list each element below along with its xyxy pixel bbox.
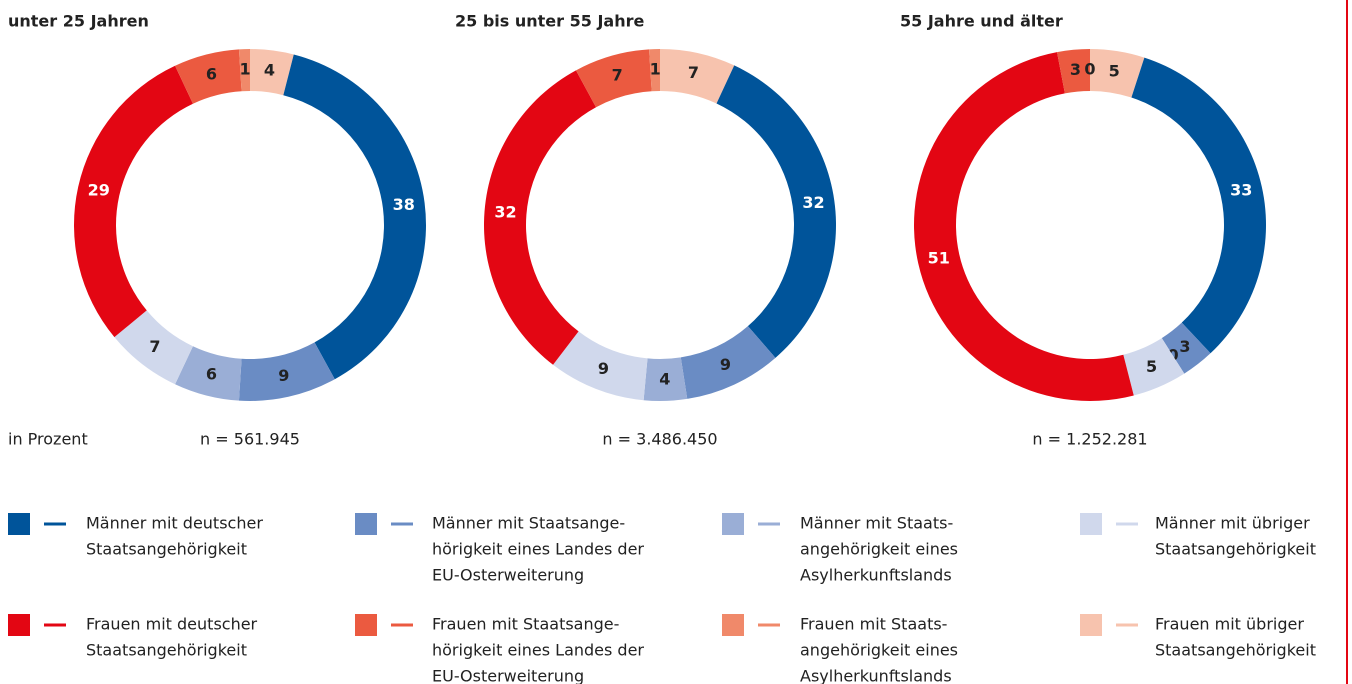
donut-segment xyxy=(660,49,735,104)
data-label: 1 xyxy=(650,60,661,79)
data-label: 6 xyxy=(206,64,217,83)
donut-segment xyxy=(1090,49,1145,98)
legend-swatch xyxy=(8,513,30,535)
donut-segment xyxy=(238,49,250,92)
data-label: 32 xyxy=(494,202,516,221)
legend-label: Staatsangehörigkeit xyxy=(1155,641,1316,660)
data-label: 51 xyxy=(928,248,950,267)
donut-segment xyxy=(553,331,648,401)
legend-label: hörigkeit eines Landes der xyxy=(432,641,644,660)
donut-segment xyxy=(73,65,193,338)
chart-title: unter 25 Jahren xyxy=(8,12,149,31)
donut-segment xyxy=(283,54,426,380)
donut-segment xyxy=(484,70,597,365)
donut-segment xyxy=(575,49,652,108)
legend-label: angehörigkeit eines xyxy=(800,641,958,660)
legend-label: Asylherkunftslands xyxy=(800,667,952,684)
data-label: 7 xyxy=(149,337,160,356)
donut-segment xyxy=(1123,338,1185,396)
data-label: 4 xyxy=(659,369,670,388)
donut-segment xyxy=(250,49,294,96)
data-label: 9 xyxy=(278,366,289,385)
data-label: 0 xyxy=(1084,60,1095,79)
data-label: 5 xyxy=(1109,61,1120,80)
legend-label: Frauen mit Staatsange- xyxy=(432,615,619,634)
data-label: 32 xyxy=(802,193,824,212)
legend-swatch xyxy=(722,614,744,636)
sample-size: n = 3.486.450 xyxy=(602,430,717,449)
legend-label: Staatsangehörigkeit xyxy=(86,540,247,559)
data-label: 4 xyxy=(264,61,275,80)
donut-segment xyxy=(649,49,660,92)
data-label: 29 xyxy=(88,181,110,200)
legend-label: Männer mit übriger xyxy=(1155,514,1310,533)
legend-label: Männer mit Staats- xyxy=(800,514,953,533)
data-label: 38 xyxy=(393,195,415,214)
donut-segment xyxy=(175,346,242,401)
data-label: 7 xyxy=(688,63,699,82)
legend-label: EU-Osterweiterung xyxy=(432,667,584,684)
legend-swatch xyxy=(1080,513,1102,535)
data-label: 9 xyxy=(598,359,609,378)
donut-segment xyxy=(114,310,193,385)
donut-segment xyxy=(238,342,335,401)
donut-segment xyxy=(1161,322,1211,374)
legend-label: hörigkeit eines Landes der xyxy=(432,540,644,559)
donut-segment xyxy=(914,52,1134,401)
legend-label: Männer mit Staatsange- xyxy=(432,514,625,533)
data-label: 6 xyxy=(206,365,217,384)
legend-swatch xyxy=(1080,614,1102,636)
data-label: 0 xyxy=(1167,345,1178,364)
chart-title: 55 Jahre und älter xyxy=(900,12,1063,31)
legend-label: Staatsangehörigkeit xyxy=(86,641,247,660)
legend-swatch xyxy=(355,513,377,535)
data-label: 3 xyxy=(1179,337,1190,356)
legend-label: Staatsangehörigkeit xyxy=(1155,540,1316,559)
legend-label: EU-Osterweiterung xyxy=(432,566,584,585)
legend-label: angehörigkeit eines xyxy=(800,540,958,559)
donut-segment xyxy=(643,357,688,401)
data-label: 33 xyxy=(1230,181,1252,200)
unit-note: in Prozent xyxy=(8,430,88,449)
data-label: 7 xyxy=(612,66,623,85)
data-label: 1 xyxy=(240,60,251,79)
donut-segment xyxy=(1131,57,1267,354)
donut-segment xyxy=(1057,49,1090,94)
legend-label: Frauen mit deutscher xyxy=(86,615,258,634)
legend-label: Männer mit deutscher xyxy=(86,514,263,533)
legend-label: Frauen mit Staats- xyxy=(800,615,947,634)
sample-size: n = 1.252.281 xyxy=(1032,430,1147,449)
donut-segment xyxy=(680,326,776,399)
legend-swatch xyxy=(722,513,744,535)
sample-size: n = 561.945 xyxy=(200,430,300,449)
data-label: 9 xyxy=(720,355,731,374)
data-label: 5 xyxy=(1146,357,1157,376)
legend-label: Asylherkunftslands xyxy=(800,566,952,585)
donut-segment xyxy=(175,49,242,104)
legend-swatch xyxy=(8,614,30,636)
chart-title: 25 bis unter 55 Jahre xyxy=(455,12,644,31)
data-label: 3 xyxy=(1070,60,1081,79)
legend-label: Frauen mit übriger xyxy=(1155,615,1304,634)
donut-segment xyxy=(716,65,836,358)
legend-swatch xyxy=(355,614,377,636)
